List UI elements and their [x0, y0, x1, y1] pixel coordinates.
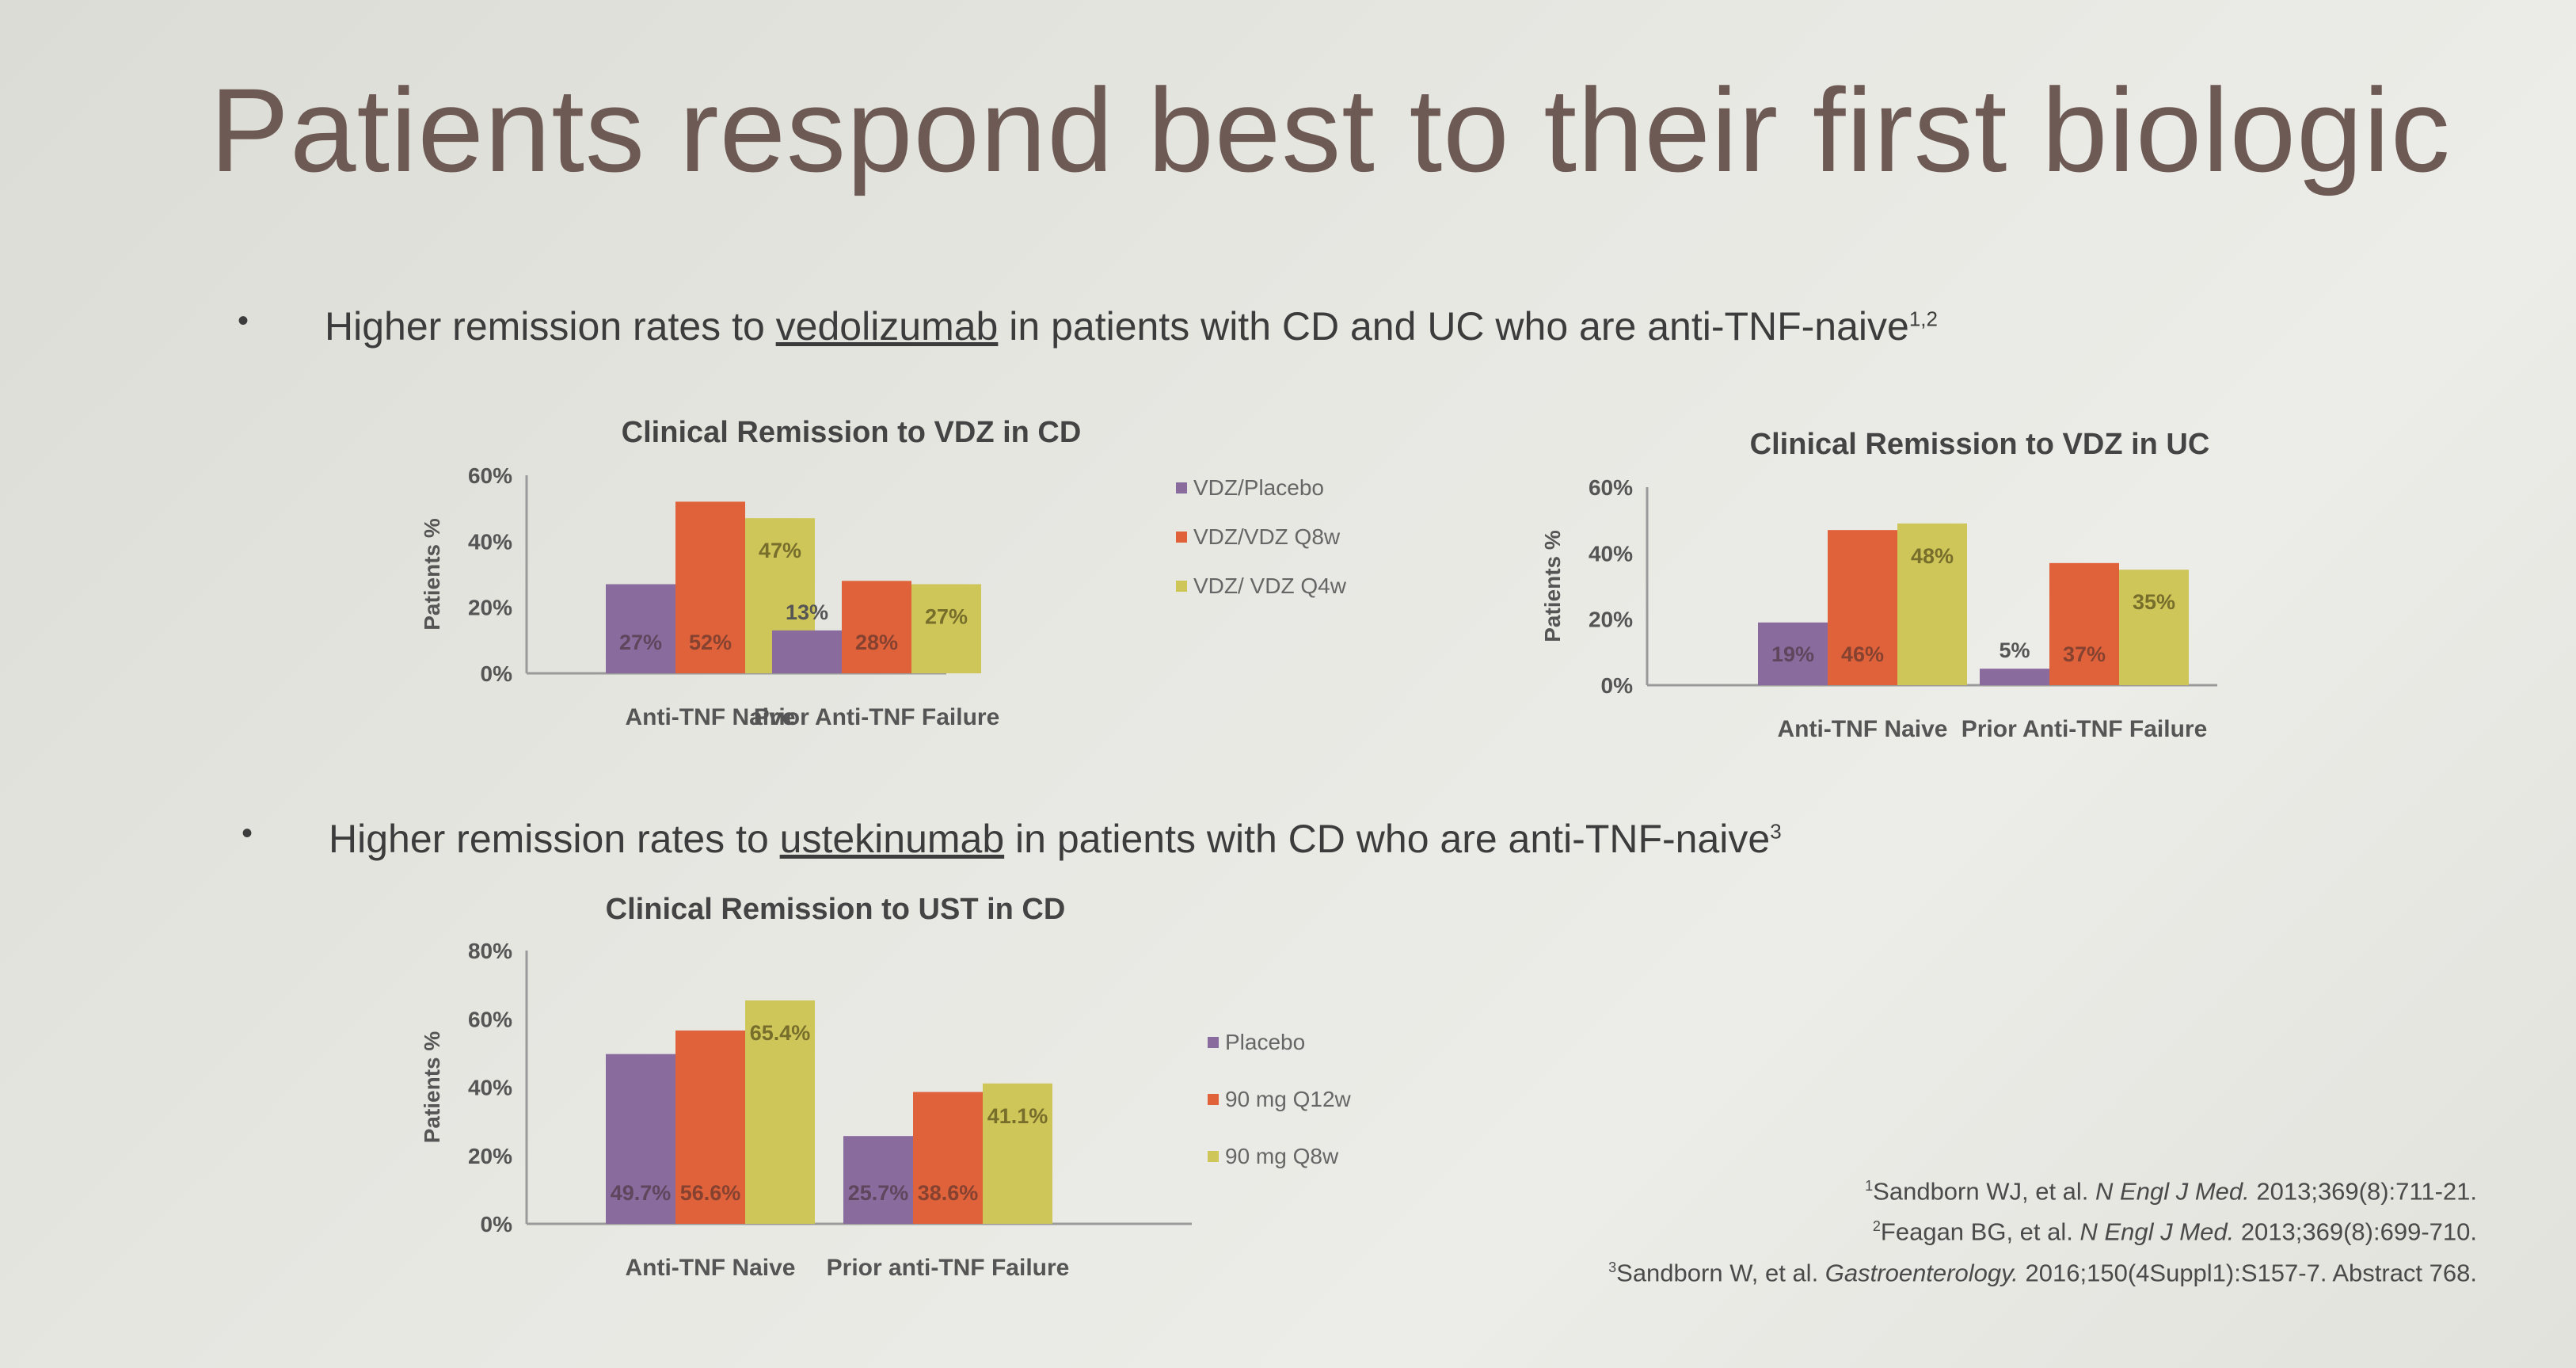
bullet-dot: •	[242, 816, 253, 851]
bullet-reference: 1,2	[1908, 307, 1938, 331]
data-label: 52%	[689, 631, 732, 654]
bar	[745, 1000, 815, 1224]
y-axis-label: Patients %	[1540, 530, 1565, 642]
y-axis-label: Patients %	[420, 1031, 444, 1144]
y-tick-label: 60%	[1589, 475, 1633, 500]
y-tick-label: 0%	[481, 1212, 513, 1237]
y-tick-label: 60%	[468, 463, 512, 488]
legend-entry: VDZ/VDZ Q8w	[1193, 524, 1341, 549]
bar	[675, 501, 745, 673]
data-label: 65.4%	[750, 1021, 811, 1045]
bar	[1980, 669, 2049, 685]
data-label: 46%	[1841, 642, 1884, 666]
y-tick-label: 0%	[481, 661, 513, 686]
y-tick-label: 20%	[1589, 608, 1633, 632]
legend-swatch	[1208, 1151, 1219, 1162]
legend-entry: VDZ/Placebo	[1193, 475, 1324, 500]
data-label: 27%	[619, 631, 662, 654]
legend-swatch	[1208, 1094, 1219, 1105]
bar	[675, 1030, 745, 1224]
legend-entry: 90 mg Q12w	[1225, 1087, 1352, 1111]
data-label: 28%	[855, 631, 898, 654]
data-label: 48%	[1911, 544, 1954, 568]
y-tick-label: 60%	[468, 1007, 512, 1031]
bullet-drug-name: vedolizumab	[775, 304, 999, 349]
bar	[2119, 570, 2189, 685]
bar	[842, 581, 911, 673]
bullet-vedolizumab: • Higher remission rates to vedolizumab …	[238, 303, 1938, 349]
data-label: 35%	[2133, 590, 2175, 614]
bullet-reference: 3	[1770, 819, 1782, 844]
x-tick-label: Prior anti-TNF Failure	[827, 1255, 1070, 1281]
y-tick-label: 40%	[468, 1076, 512, 1100]
bar	[1828, 530, 1897, 685]
bar	[1758, 622, 1828, 685]
y-tick-label: 0%	[1601, 673, 1634, 698]
bar	[772, 630, 842, 673]
bullet-text-after: in patients with CD and UC who are anti-…	[998, 304, 1909, 349]
y-axis-label: Patients %	[420, 518, 444, 631]
bar	[1897, 523, 1967, 685]
reference-1: 1Sandborn WJ, et al. N Engl J Med. 2013;…	[1865, 1177, 2477, 1206]
data-label: 47%	[759, 539, 801, 562]
chart-vdz-cd: Clinical Remission to VDZ in CD Patients …	[420, 416, 1347, 730]
bullet-ustekinumab: • Higher remission rates to ustekinumab …	[242, 816, 1782, 862]
bullet-drug-name: ustekinumab	[779, 817, 1005, 861]
x-tick-label: Prior Anti-TNF Failure	[1961, 716, 2208, 742]
legend-entry: VDZ/ VDZ Q4w	[1193, 573, 1347, 598]
y-tick-label: 40%	[1589, 541, 1633, 566]
data-label: 56.6%	[680, 1181, 741, 1205]
x-tick-label: Prior Anti-TNF Failure	[754, 704, 1000, 730]
chart-vdz-uc: Clinical Remission to VDZ in UC Patients …	[1540, 428, 2217, 742]
data-label: 13%	[786, 600, 828, 624]
data-label: 25.7%	[848, 1181, 909, 1205]
legend-entry: Placebo	[1225, 1030, 1305, 1054]
data-label: 49.7%	[611, 1181, 672, 1205]
data-label: 5%	[1999, 638, 2030, 662]
chart-title: Clinical Remission to VDZ in CD	[622, 416, 1082, 449]
legend-swatch	[1176, 482, 1187, 493]
y-tick-label: 20%	[468, 1144, 512, 1168]
legend-swatch	[1208, 1037, 1219, 1048]
legend-swatch	[1176, 532, 1187, 543]
y-tick-label: 80%	[468, 939, 512, 963]
bar	[913, 1092, 983, 1224]
bar	[2049, 562, 2119, 685]
bullet-text-before: Higher remission rates to	[329, 817, 780, 861]
bar	[983, 1083, 1052, 1224]
data-label: 38.6%	[918, 1181, 979, 1205]
chart-ust-cd: Clinical Remission to UST in CD Patients …	[420, 893, 1352, 1281]
bar	[843, 1136, 913, 1224]
reference-3: 3Sandborn W, et al. Gastroenterology. 20…	[1608, 1258, 2477, 1286]
data-label: 19%	[1771, 642, 1814, 666]
data-label: 37%	[2063, 642, 2106, 666]
references: 1Sandborn WJ, et al. N Engl J Med. 2013;…	[1608, 1168, 2477, 1290]
legend-entry: 90 mg Q8w	[1225, 1144, 1339, 1168]
chart-title: Clinical Remission to UST in CD	[606, 893, 1066, 926]
bullet-text-after: in patients with CD who are anti-TNF-nai…	[1004, 817, 1771, 861]
x-tick-label: Anti-TNF Naive	[625, 704, 795, 730]
chart-title: Clinical Remission to VDZ in UC	[1750, 428, 2210, 461]
data-label: 41.1%	[987, 1104, 1048, 1128]
slide-title: Patients respond best to their first bio…	[210, 63, 2451, 196]
bar	[606, 584, 675, 673]
x-tick-label: Anti-TNF Naive	[625, 1255, 795, 1281]
x-tick-label: Anti-TNF Naive	[1777, 716, 1947, 742]
data-label: 27%	[925, 605, 968, 629]
y-tick-label: 20%	[468, 596, 512, 620]
reference-2: 2Feagan BG, et al. N Engl J Med. 2013;36…	[1872, 1217, 2477, 1246]
bar	[606, 1054, 675, 1224]
bullet-text-before: Higher remission rates to	[325, 304, 776, 349]
bullet-dot: •	[238, 303, 249, 338]
bar	[911, 584, 981, 673]
y-tick-label: 40%	[468, 529, 512, 554]
legend-swatch	[1176, 581, 1187, 592]
